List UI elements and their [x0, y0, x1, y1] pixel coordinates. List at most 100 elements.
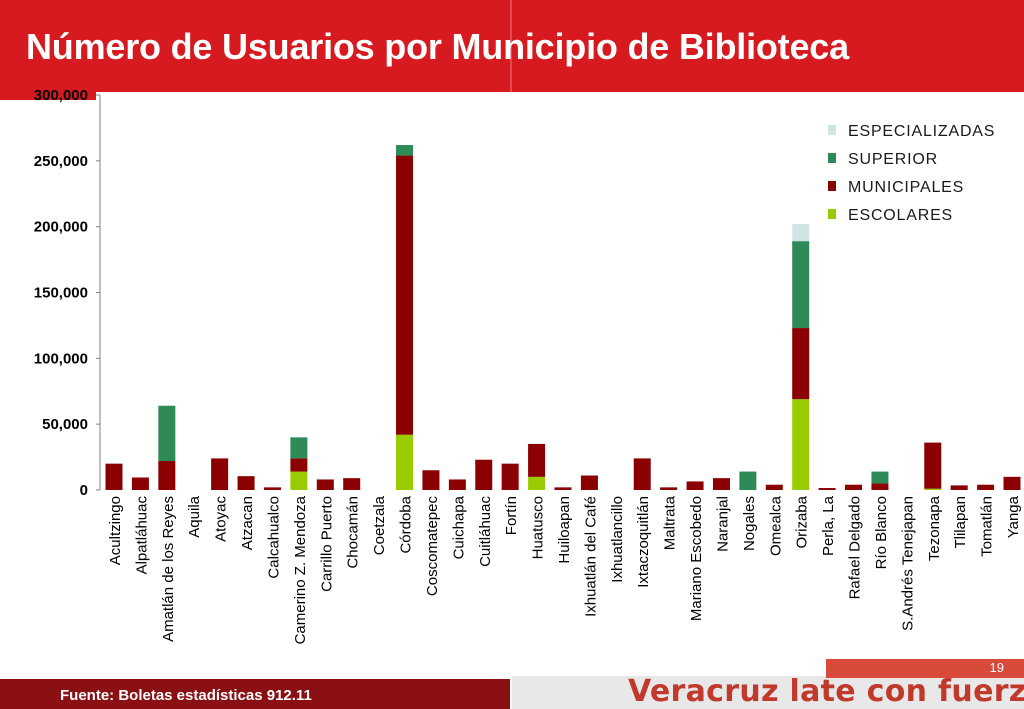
- x-tick-label: Cuitláhuac: [477, 496, 494, 567]
- bar-segment: [633, 458, 651, 490]
- bar-segment: [448, 479, 466, 490]
- bar-segment: [290, 471, 308, 490]
- bar-segment: [977, 484, 995, 490]
- source-note: Fuente: Boletas estadísticas 912.11: [60, 687, 312, 704]
- y-tick-label: 300,000: [34, 87, 88, 104]
- bar-segment: [396, 145, 414, 156]
- x-tick-label: Yanga: [1005, 495, 1022, 538]
- page-title: Número de Usuarios por Municipio de Bibl…: [26, 26, 849, 67]
- bar-segment: [924, 442, 942, 489]
- bar-segment: [290, 458, 308, 472]
- x-tick-label: Atzacan: [239, 496, 256, 550]
- x-tick-label: Tlilapan: [952, 496, 969, 549]
- bar-segment: [686, 481, 704, 490]
- x-tick-label: Río Blanco: [873, 496, 890, 569]
- bar-segment: [950, 485, 968, 490]
- x-tick-label: Orizaba: [794, 495, 811, 548]
- legend-label: MUNICIPALES: [848, 179, 964, 196]
- x-tick-label: Coetzala: [371, 495, 388, 555]
- x-tick-label: Aquila: [186, 495, 203, 537]
- slogan-text: Veracruz late con fuerza: [628, 674, 1024, 709]
- legend-label: SUPERIOR: [848, 151, 938, 168]
- bar-segment: [237, 476, 255, 490]
- bar-segment: [792, 241, 810, 329]
- bar-segment: [131, 477, 149, 490]
- bar-segment: [263, 487, 281, 490]
- x-tick-label: Amatlán de los Reyes: [160, 496, 177, 642]
- bar-segment: [1003, 476, 1021, 490]
- y-tick-label: 200,000: [34, 219, 88, 236]
- y-tick-label: 50,000: [42, 416, 88, 433]
- bar-segment: [290, 437, 308, 459]
- bar-segment: [871, 471, 889, 484]
- slogan-bar: [512, 676, 1024, 709]
- x-tick-label: Mariano Escobedo: [688, 496, 705, 621]
- bar-segment: [528, 476, 546, 490]
- x-tick-label: Acultzingo: [107, 496, 124, 565]
- x-tick-label: Ixhuatlán del Café: [582, 496, 599, 617]
- bar-segment: [528, 443, 546, 477]
- y-tick-label: 100,000: [34, 350, 88, 367]
- bar-segment: [422, 470, 440, 490]
- legend-label: ESPECIALIZADAS: [848, 123, 995, 140]
- x-tick-label: Tomatlán: [979, 496, 996, 557]
- x-tick-label: Calcahualco: [265, 496, 282, 579]
- bar-segment: [792, 328, 810, 400]
- x-tick-label: Carrillo Puerto: [318, 496, 335, 592]
- bar-segment: [396, 155, 414, 435]
- bar-segment: [211, 458, 229, 490]
- x-tick-label: S.Andrés Tenejapan: [899, 496, 916, 631]
- bar-segment: [818, 488, 836, 490]
- x-tick-label: Alpatláhuac: [133, 496, 150, 575]
- x-tick-label: Fortín: [503, 496, 520, 535]
- bar-segment: [792, 224, 810, 242]
- bar-segment: [660, 487, 678, 490]
- x-tick-label: Atoyac: [213, 496, 230, 542]
- x-tick-label: Huatusco: [530, 496, 547, 559]
- x-tick-label: Perla, La: [820, 495, 837, 556]
- bar-segment: [475, 459, 493, 490]
- x-tick-label: Omealca: [767, 495, 784, 556]
- bar-segment: [501, 463, 519, 490]
- x-tick-label: Coscomatepec: [424, 496, 441, 597]
- bar-segment: [871, 483, 889, 490]
- bar-segment: [739, 471, 757, 490]
- legend-swatch: [828, 125, 836, 135]
- legend-swatch: [828, 181, 836, 191]
- legend-swatch: [828, 209, 836, 219]
- bar-segment: [158, 461, 176, 490]
- y-tick-label: 150,000: [34, 285, 88, 302]
- bar-segment: [580, 475, 598, 490]
- header-divider: [510, 0, 512, 118]
- page-number: 19: [989, 660, 1004, 675]
- bar-segment: [924, 488, 942, 490]
- x-tick-label: Ixhuatlancillo: [609, 496, 626, 583]
- bar-segment: [712, 478, 730, 490]
- x-tick-label: Córdoba: [398, 495, 415, 553]
- plot-background: [96, 92, 1024, 677]
- bar-segment: [316, 479, 334, 490]
- x-tick-label: Rafael Delgado: [847, 496, 864, 599]
- bar-segment: [554, 487, 572, 490]
- x-tick-label: Cuichapa: [450, 495, 467, 559]
- footer-bar: [0, 679, 510, 709]
- x-tick-label: Tezonapa: [926, 495, 943, 561]
- x-tick-label: Nogales: [741, 496, 758, 551]
- x-tick-label: Maltrata: [662, 495, 679, 550]
- bar-segment: [765, 484, 783, 490]
- y-tick-label: 0: [80, 482, 88, 499]
- bar-segment: [845, 484, 863, 490]
- y-tick-label: 250,000: [34, 153, 88, 170]
- legend-label: ESCOLARES: [848, 207, 953, 224]
- x-tick-label: Naranjal: [714, 496, 731, 552]
- x-tick-label: Ixtaczoquitlán: [635, 496, 652, 588]
- bar-segment: [105, 463, 123, 490]
- x-tick-label: Camerino Z. Mendoza: [292, 495, 309, 644]
- header-banner: [0, 0, 1024, 118]
- legend-swatch: [828, 153, 836, 163]
- x-tick-label: Huiloapan: [556, 496, 573, 564]
- bar-segment: [792, 399, 810, 490]
- x-tick-label: Chocamán: [345, 496, 362, 569]
- bar-segment: [343, 478, 361, 490]
